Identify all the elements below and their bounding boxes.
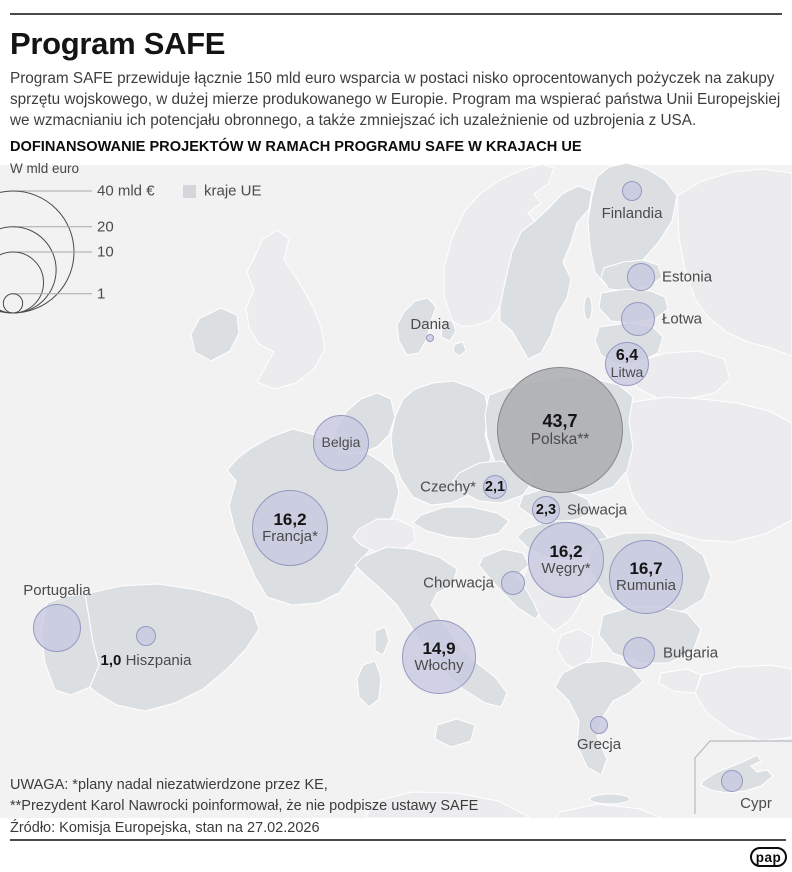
section-title: DOFINANSOWANIE PROJEKTÓW W RAMACH PROGRA… (10, 139, 582, 155)
bubble-polska: 43,7 Polska** (497, 367, 623, 493)
country-label-hiszpania: 1,0 Hiszpania (100, 652, 192, 669)
top-divider (10, 13, 782, 15)
country-shape-hiszpania-land (84, 583, 260, 712)
bubble-text: 14,9 Włochy (414, 639, 463, 675)
bubble-value: 43,7 (542, 411, 578, 432)
bubble-text: 2,1 (485, 479, 505, 495)
country-label-finlandia: Finlandia (601, 205, 663, 222)
legend-size-circle (0, 190, 75, 314)
source-text: Źródło: Komisja Europejska, stan na 27.0… (10, 820, 320, 836)
bubble-estonia (627, 263, 655, 291)
bubble-dania (426, 334, 434, 342)
bubble-country-name: Włochy (414, 657, 464, 675)
legend-area-swatch (183, 185, 196, 198)
country-shape-szwecja (499, 185, 593, 360)
country-shape-austria (412, 506, 510, 540)
country-shape-wielka-brytania (245, 229, 326, 390)
legend-size-label: 40 mld € (97, 182, 155, 200)
bubble-value: 14,9 (422, 639, 456, 659)
country-label-czechy: Czechy* (420, 478, 476, 496)
bubble-text: 16,2 Węgry* (541, 542, 590, 578)
bubble-value: 1,0 (100, 652, 126, 669)
note-line-1: UWAGA: *plany nadal niezatwierdzone prze… (10, 777, 328, 793)
country-shape-tracja (658, 668, 702, 694)
page-title: Program SAFE (10, 26, 226, 61)
bubble-text: Belgia (321, 434, 361, 451)
bubble-country-name: Belgia (321, 434, 361, 451)
note-line-2: **Prezydent Karol Nawrocki poinformował,… (10, 798, 479, 814)
bubble-value: 16,2 (549, 542, 583, 562)
bubble-country-name: Francja* (262, 528, 318, 546)
country-label-bulgaria: Bułgaria (663, 644, 719, 662)
legend-area-label: kraje UE (204, 182, 262, 200)
country-label-estonia: Estonia (662, 268, 713, 286)
country-label-portugalia: Portugalia (23, 582, 91, 599)
bubble-text: 16,7 Rumunia (616, 559, 676, 595)
bubble-wlochy: 14,9 Włochy (402, 620, 476, 694)
bubble-value: 2,3 (535, 501, 557, 518)
legend-size-label: 10 (97, 243, 114, 261)
bubble-text: 43,7 Polska** (531, 411, 590, 449)
country-shape-sardynia (356, 660, 382, 708)
bubble-chorwacja (501, 571, 525, 595)
country-shape-kreta (589, 793, 631, 805)
bubble-wegry: 16,2 Węgry* (528, 522, 604, 598)
bubble-belgia: Belgia (313, 415, 369, 471)
bubble-text: 6,4 Litwa (611, 347, 644, 381)
country-shape-norwegia (443, 163, 555, 327)
bubble-value: 16,2 (273, 510, 307, 530)
country-shape-irlandia (190, 307, 240, 362)
bubble-hiszpania (136, 626, 156, 646)
pap-logo: pap (750, 847, 787, 867)
bubble-text: 16,2 Francja* (262, 510, 318, 546)
legend-size-circle (0, 251, 44, 314)
bubble-rumunia: 16,7 Rumunia (609, 540, 683, 614)
note-text: UWAGA: *plany nadal niezatwierdzone prze… (10, 775, 478, 817)
bubble-finlandia (622, 181, 642, 201)
bubble-value: 16,7 (629, 559, 663, 579)
country-label-cypr: Cypr (740, 795, 772, 812)
legend-size-label: 20 (97, 218, 114, 236)
bubble-cypr (721, 770, 743, 792)
bubble-litwa: 6,4 Litwa (605, 342, 649, 386)
legend-size-circle (0, 226, 57, 314)
country-shape-turcja (694, 664, 792, 742)
bubble-slowacja: 2,3 (532, 496, 560, 524)
bubble-portugalia (33, 604, 81, 652)
bubble-francja: 16,2 Francja* (252, 490, 328, 566)
bottom-divider (10, 839, 786, 841)
bubble-country-name: Węgry* (541, 560, 591, 578)
bubble-country-name: Litwa (610, 364, 644, 381)
legend-unit-label: W mld euro (10, 161, 80, 176)
country-shape-rosja (676, 168, 792, 357)
bubble-country-name: Rumunia (615, 577, 677, 595)
country-shape-afryka-polnocna-2 (555, 803, 663, 819)
country-label-lotwa: Łotwa (662, 310, 703, 328)
country-shape-sycylia (434, 718, 476, 748)
country-label-dania: Dania (410, 316, 450, 333)
legend-size-circle (2, 293, 24, 314)
country-shape-szwajcaria (352, 518, 416, 554)
country-shape-ukraina (624, 396, 792, 543)
country-shape-albania-macedonia (556, 628, 594, 672)
intro-text: Program SAFE przewiduje łącznie 150 mld … (10, 70, 781, 129)
country-label-chorwacja: Chorwacja (423, 574, 494, 592)
country-shape-gotlandia (583, 295, 593, 321)
bubble-value: 6,4 (615, 347, 639, 365)
sea (0, 165, 792, 818)
bubble-bulgaria (623, 637, 655, 669)
legend-size-label: 1 (97, 285, 106, 303)
country-label-slowacja: Słowacja (567, 501, 628, 519)
bubble-value: 2,1 (484, 478, 506, 495)
bubble-grecja (590, 716, 608, 734)
bubble-text: 2,3 (536, 502, 556, 518)
bubble-czechy: 2,1 (483, 475, 507, 499)
country-label-grecja: Grecja (576, 736, 622, 753)
bubble-country-name: Polska** (530, 431, 590, 449)
bubble-lotwa (621, 302, 655, 336)
country-shape-korsyka (374, 626, 390, 656)
